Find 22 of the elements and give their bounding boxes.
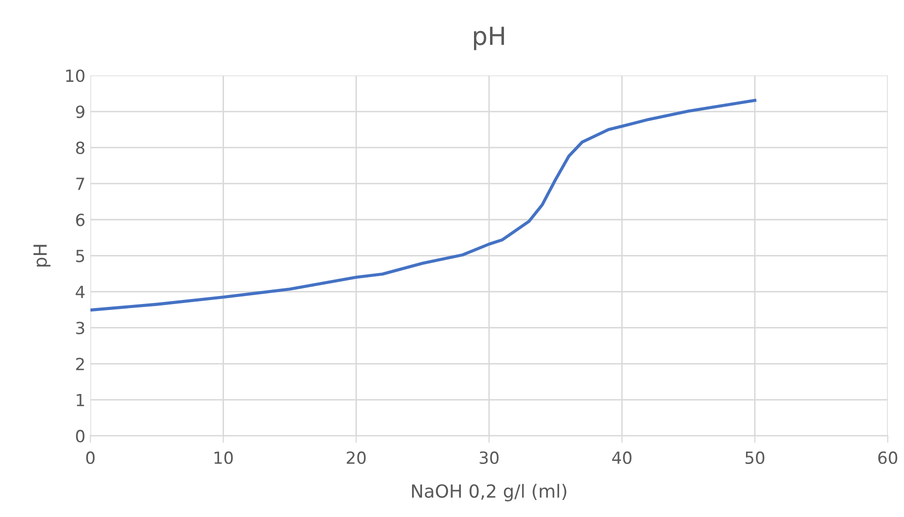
y-tick-label: 10 xyxy=(66,69,84,82)
y-tick-label: 7 xyxy=(76,178,84,190)
x-tick-label: 50 xyxy=(746,451,764,464)
y-tick-label: 9 xyxy=(76,105,84,118)
x-tick-label: 0 xyxy=(86,451,95,464)
y-tick-label: 2 xyxy=(76,358,84,370)
x-tick-label: 40 xyxy=(612,451,632,464)
y-tick-label: 0 xyxy=(76,430,84,442)
x-tick-label: 60 xyxy=(878,451,898,464)
x-tick-label: 30 xyxy=(480,451,499,464)
y-tick-label: 1 xyxy=(76,394,84,406)
y-tick-label: 8 xyxy=(76,142,84,154)
x-tick-label: 10 xyxy=(214,451,233,464)
x-axis-title: NaOH 0,2 g/l (ml) xyxy=(412,484,566,502)
x-tick-label: 20 xyxy=(346,451,366,464)
y-tick-label: 3 xyxy=(76,322,84,334)
chart-title: pH xyxy=(474,26,504,50)
y-tick-label: 4 xyxy=(76,286,85,298)
y-tick-label: 6 xyxy=(76,214,84,226)
line-series xyxy=(90,98,756,312)
y-tick-label: 5 xyxy=(76,250,84,262)
y-axis-title: pH xyxy=(34,244,50,267)
